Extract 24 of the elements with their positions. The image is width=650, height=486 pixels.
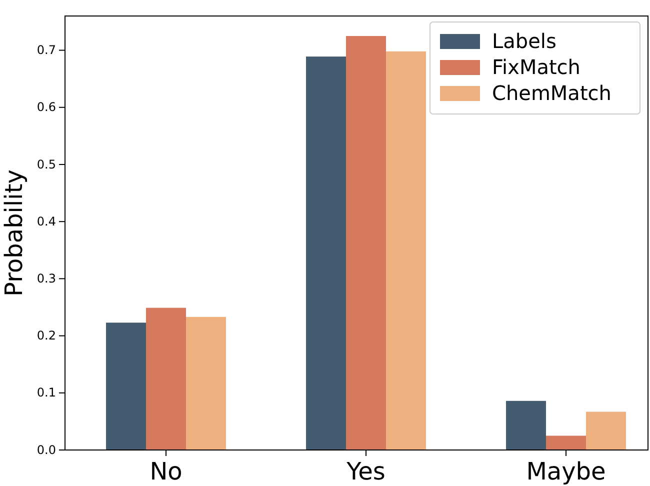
x-tick-label: Maybe [526,457,606,486]
legend-label: FixMatch [492,55,580,79]
bar [506,400,546,450]
y-tick-label: 0.6 [36,100,56,114]
bar [186,316,226,450]
bar [306,56,346,450]
legend-label: ChemMatch [492,81,612,105]
y-tick-label: 0.3 [36,272,56,286]
y-tick-label: 0.0 [36,442,56,457]
y-tick-label: 0.4 [36,214,56,228]
bar [386,51,426,450]
bar [586,412,626,450]
y-tick-label: 0.5 [36,157,56,172]
y-axis-title: Probability [0,170,28,296]
x-tick-label: No [150,457,182,486]
y-tick-label: 0.2 [36,328,56,343]
legend-label: Labels [492,29,556,53]
y-tick-label: 0.1 [36,386,56,400]
y-tick-label: 0.7 [36,43,56,58]
bar [546,436,586,450]
bar [106,322,146,450]
bar [146,308,186,450]
x-tick-label: Yes [346,457,386,486]
bar [346,36,386,450]
